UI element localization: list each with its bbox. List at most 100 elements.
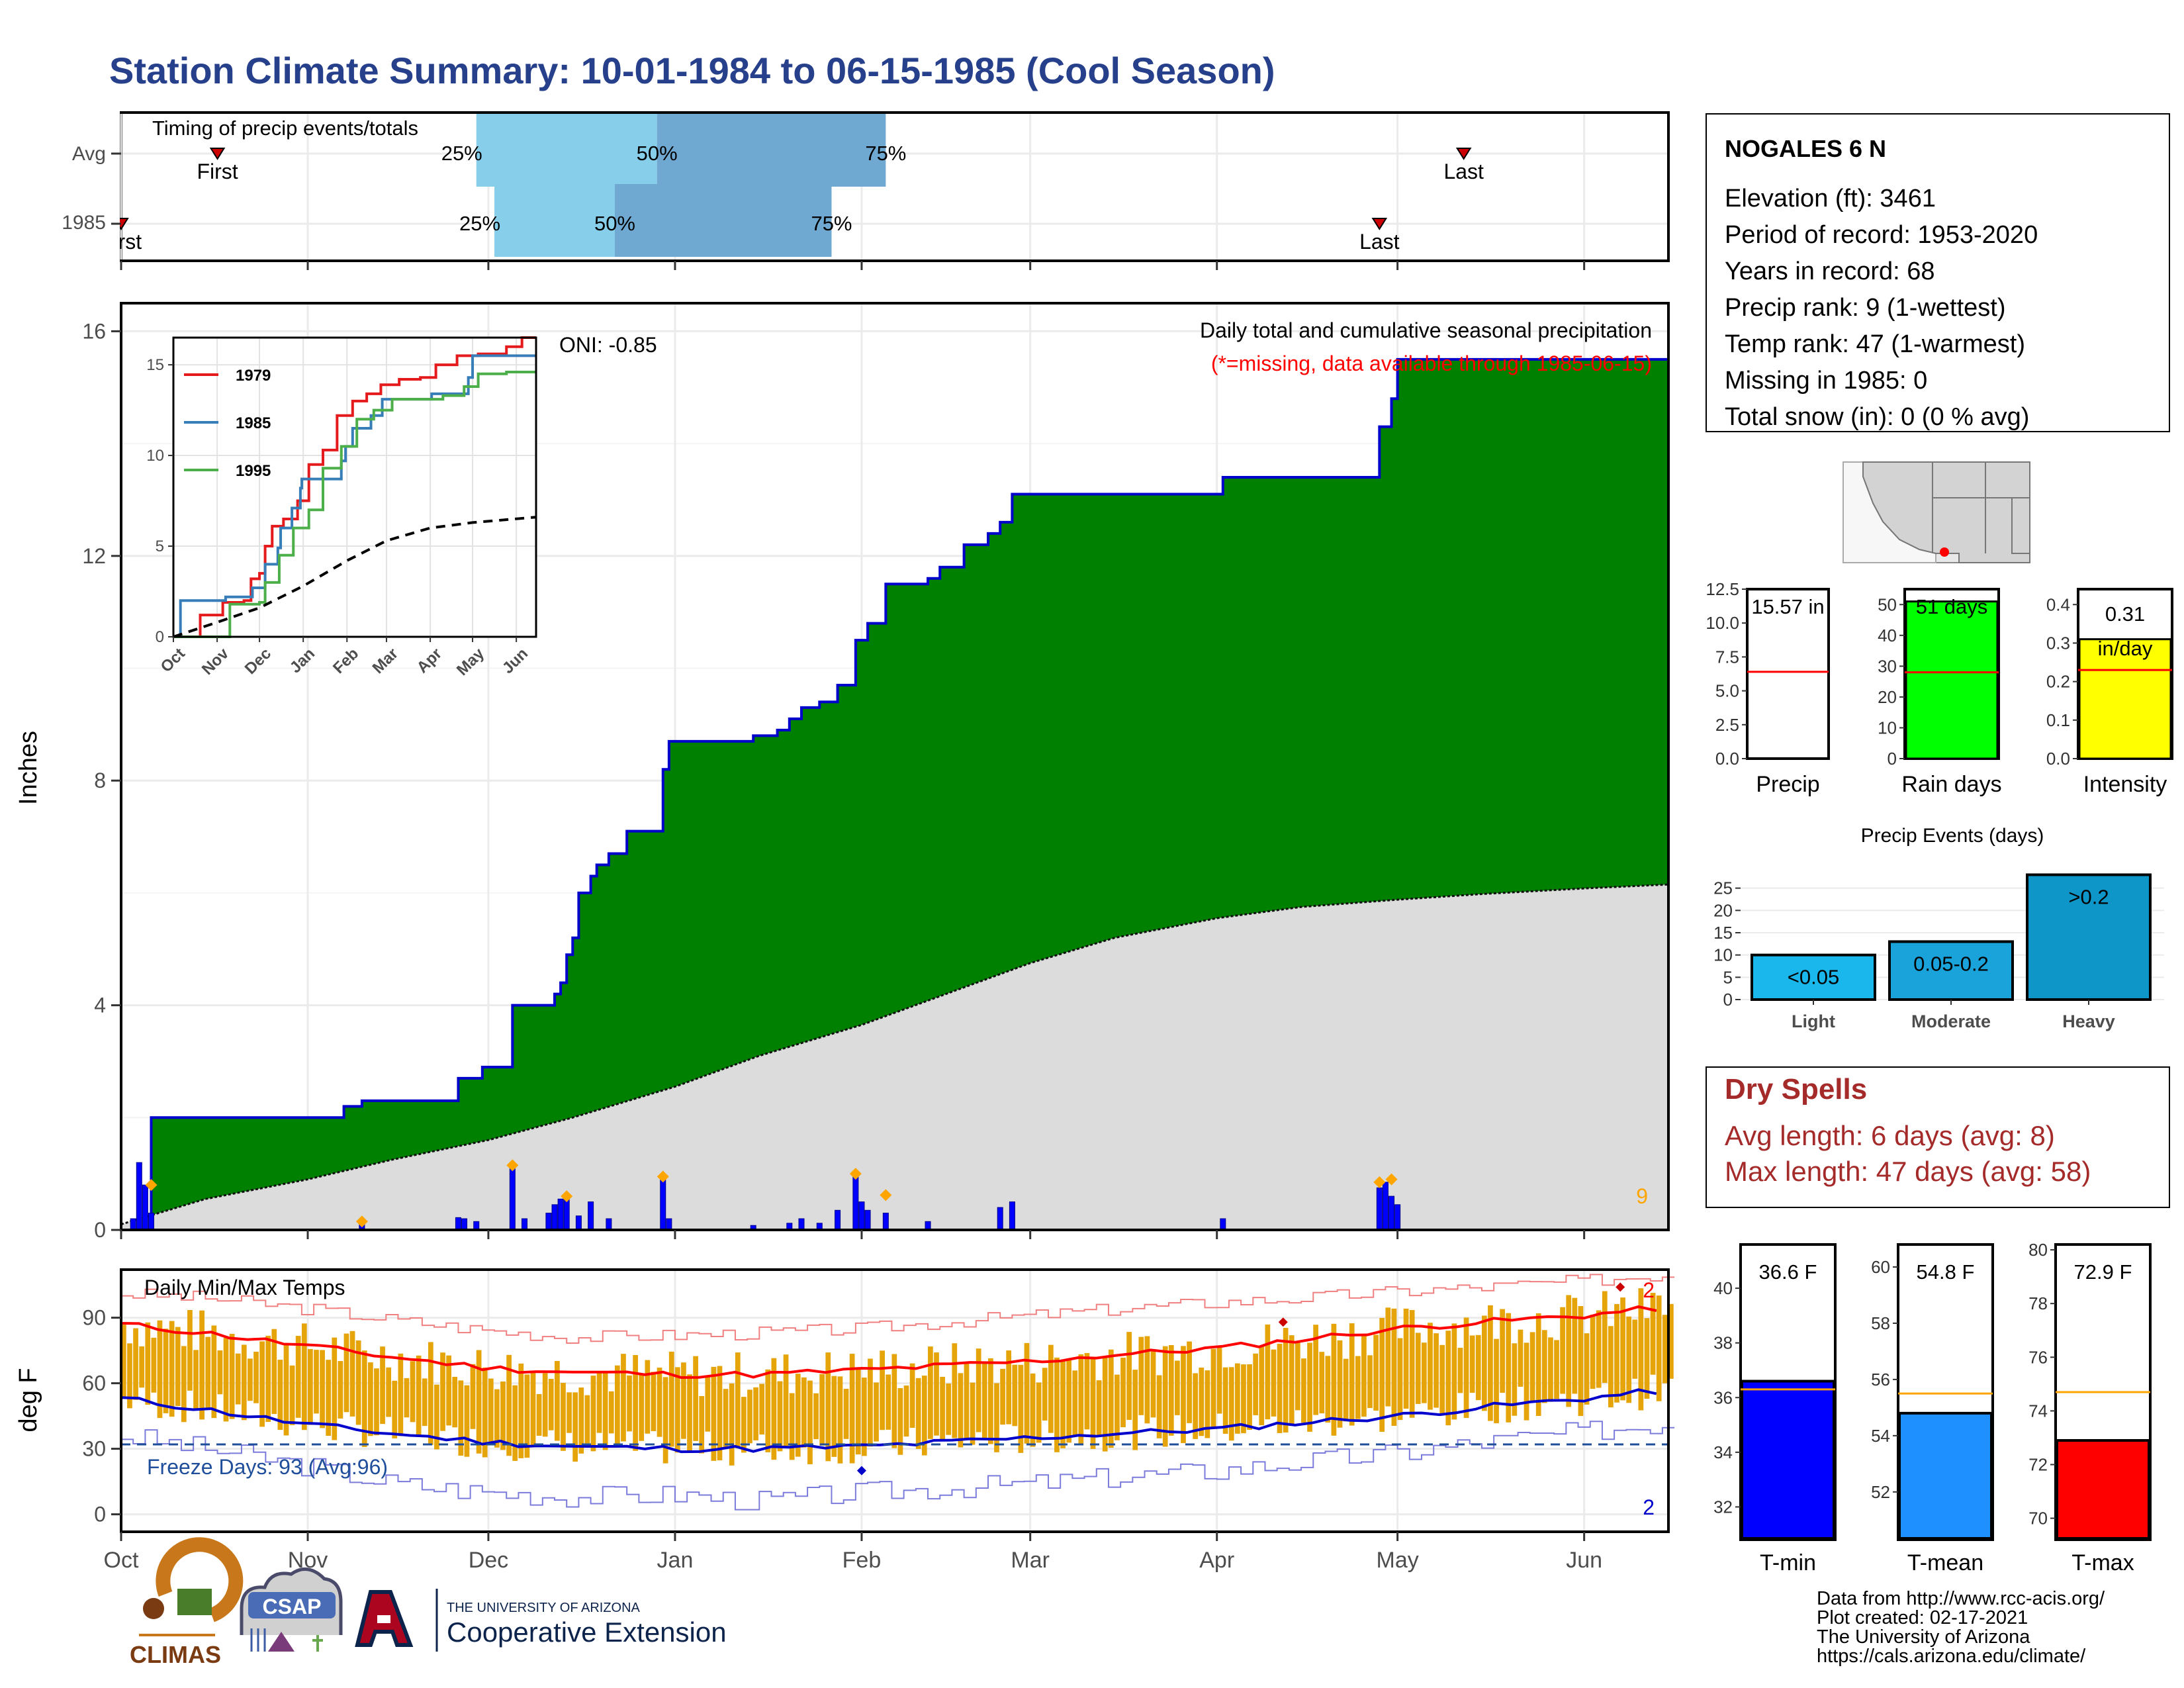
daily-temp-bar xyxy=(1307,1342,1312,1432)
events-ytick-label: 25 xyxy=(1713,878,1733,898)
daily-precip-bar xyxy=(1382,1182,1388,1231)
daily-temp-bar xyxy=(621,1354,626,1442)
daily-temp-bar xyxy=(813,1393,819,1440)
daily-precip-bar xyxy=(858,1201,865,1231)
daily-temp-bar xyxy=(1638,1288,1644,1411)
daily-precip-bar xyxy=(551,1204,558,1231)
daily-temp-bar xyxy=(765,1369,771,1452)
inset-legend-label: 1995 xyxy=(236,462,271,480)
season-ytick-label: 0.3 xyxy=(2046,633,2070,653)
daily-precip-bar xyxy=(1376,1187,1383,1231)
daily-temp-bar xyxy=(717,1366,723,1461)
daily-temp-bar xyxy=(1632,1319,1638,1379)
daily-precip-bar xyxy=(142,1184,148,1231)
temp-panel-label: T-min xyxy=(1760,1550,1816,1575)
daily-temp-bar xyxy=(1608,1326,1614,1408)
daily-temp-bar xyxy=(1548,1337,1553,1402)
daily-temp-bar xyxy=(928,1346,933,1439)
daily-temp-bar xyxy=(199,1310,205,1420)
daily-temp-bar xyxy=(1090,1357,1096,1449)
daily-temp-bar xyxy=(807,1380,813,1464)
daily-temp-bar xyxy=(1054,1357,1060,1452)
events-ytick-label: 0 xyxy=(1723,990,1733,1009)
events-bar-heavy xyxy=(2026,873,2152,1002)
extreme-count: 9 xyxy=(1636,1184,1648,1208)
daily-temp-bar xyxy=(235,1353,241,1405)
daily-temp-bar xyxy=(1494,1338,1499,1424)
month-tick-label: Jun xyxy=(1566,1548,1602,1573)
daily-temp-bar xyxy=(687,1374,692,1451)
extreme-precip-marker xyxy=(506,1159,519,1172)
daily-temp-bar xyxy=(211,1325,217,1419)
inset-legend-label: 1985 xyxy=(236,414,271,432)
daily-precip-bar xyxy=(798,1218,805,1231)
daily-temp-bar xyxy=(849,1354,855,1464)
daily-temp-bar xyxy=(476,1350,482,1454)
timing-label-50: 50% xyxy=(594,212,635,235)
daily-temp-bar xyxy=(524,1374,530,1458)
events-ytick-label: 5 xyxy=(1723,967,1733,987)
ua-big-text: Cooperative Extension xyxy=(447,1617,727,1648)
daily-precip-bar xyxy=(660,1179,666,1231)
timing-label-75: 75% xyxy=(811,212,852,235)
daily-temp-bar xyxy=(1000,1368,1005,1425)
daily-temp-bar xyxy=(1096,1380,1102,1435)
station-location-marker xyxy=(1940,547,1949,557)
daily-temp-bar xyxy=(548,1378,554,1430)
record-temp-marker xyxy=(1278,1317,1288,1327)
daily-temp-bar xyxy=(880,1350,885,1430)
daily-temp-bar xyxy=(205,1336,211,1408)
daily-temp-bar xyxy=(1524,1342,1529,1421)
average-precip-area xyxy=(121,884,1668,1230)
events-bar-label: 0.05-0.2 xyxy=(1913,952,1989,975)
daily-temp-bar xyxy=(1018,1364,1024,1453)
daily-temp-bar xyxy=(380,1346,385,1425)
daily-precip-bar xyxy=(461,1218,468,1231)
season-ytick-label: 12.5 xyxy=(1706,579,1739,599)
daily-temp-bar xyxy=(151,1337,157,1393)
daily-precip-bar xyxy=(852,1176,859,1231)
temp-ytick-label: 34 xyxy=(1713,1442,1733,1462)
precip-ytick-label: 0 xyxy=(94,1218,106,1242)
daily-temp-bar xyxy=(1644,1318,1650,1399)
daily-temp-bar xyxy=(988,1358,993,1444)
daily-temp-bar xyxy=(1572,1297,1578,1394)
daily-temp-bar xyxy=(1162,1346,1168,1447)
daily-temp-bar xyxy=(452,1376,458,1428)
temp-ytick-label: 72 xyxy=(2028,1454,2048,1474)
inset-series-line-1979 xyxy=(173,336,536,638)
timing-marker-last xyxy=(1455,148,1472,160)
daily-temp-bar xyxy=(1439,1344,1445,1414)
daily-temp-bar xyxy=(602,1372,608,1450)
daily-temp-bar xyxy=(789,1393,795,1460)
daily-temp-bar xyxy=(1265,1324,1271,1420)
daily-temp-bar xyxy=(693,1356,698,1441)
daily-temp-bar xyxy=(1590,1314,1596,1389)
daily-temp-bar xyxy=(434,1384,439,1450)
daily-temp-bar xyxy=(349,1331,355,1417)
events-category-label: Moderate xyxy=(1911,1011,1991,1031)
inset-series-line-1995 xyxy=(173,371,536,638)
daily-temp-bar xyxy=(259,1341,265,1427)
temp-ytick-label: 40 xyxy=(1713,1278,1733,1298)
dry-spells-avg: Avg length: 6 days (avg: 8) xyxy=(1725,1120,2055,1151)
timing-marker-first xyxy=(209,148,226,160)
climas-text: CLIMAS xyxy=(130,1641,221,1668)
timing-row-label-year: 1985 xyxy=(62,212,106,234)
daily-temp-bar xyxy=(494,1389,500,1448)
daily-temp-bar xyxy=(1126,1332,1132,1420)
daily-temp-bar xyxy=(561,1383,566,1451)
daily-temp-bar xyxy=(1216,1346,1222,1414)
daily-temp-bar xyxy=(1271,1349,1277,1417)
daily-temp-bar xyxy=(1379,1317,1385,1432)
daily-temp-bar xyxy=(241,1344,247,1421)
precip-ylabel: Inches xyxy=(15,731,42,805)
daily-temp-bar xyxy=(915,1378,921,1449)
daily-temp-bar xyxy=(976,1348,981,1432)
daily-temp-bar xyxy=(530,1371,536,1448)
daily-temp-bar xyxy=(1108,1349,1114,1448)
daily-temp-bar xyxy=(1422,1342,1427,1403)
season-ytick-label: 40 xyxy=(1878,626,1897,645)
precip-events-chart: Precip Events (days) <0.05 Light 0.05-0.2 M… xyxy=(1713,825,2164,1031)
events-bar-moderate xyxy=(1888,940,2014,1002)
